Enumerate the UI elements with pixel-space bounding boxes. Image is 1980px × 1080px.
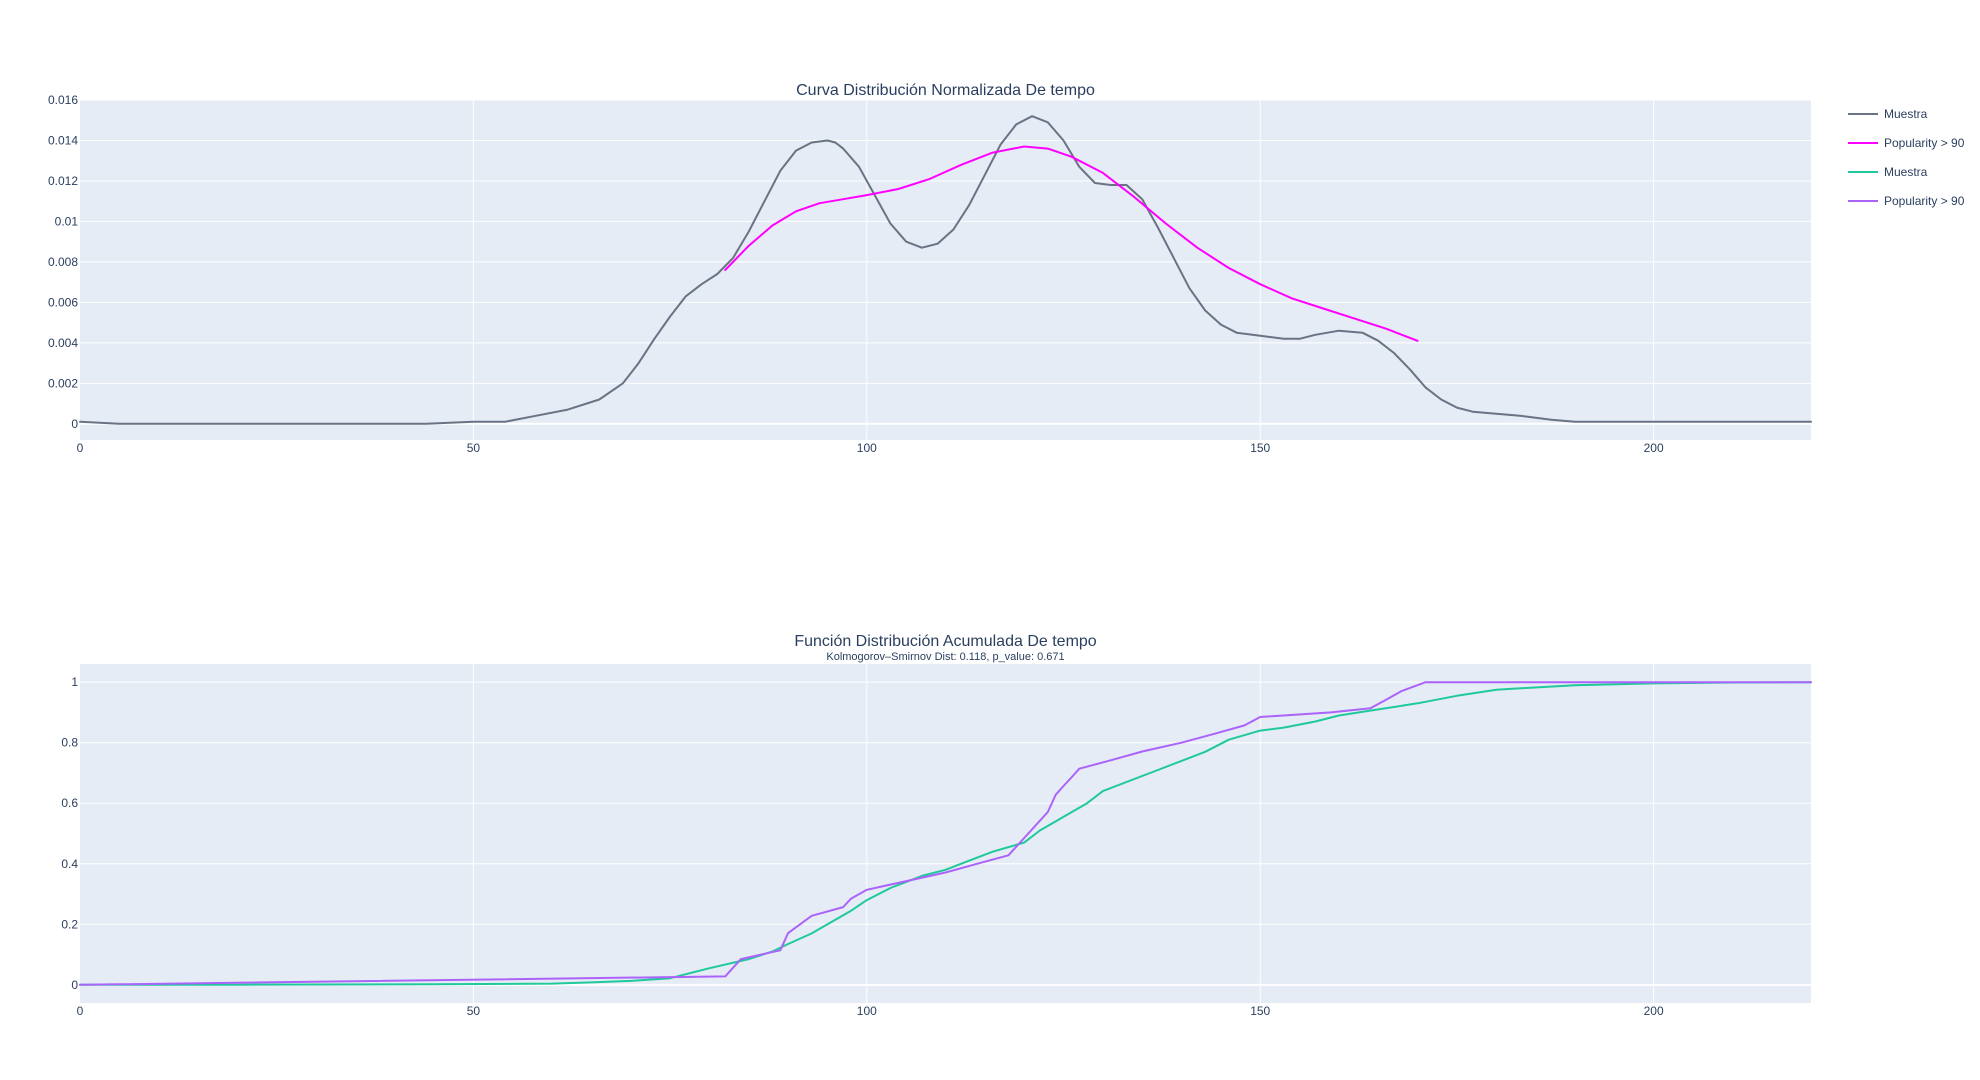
- y-tick-label: 0.6: [61, 796, 78, 810]
- y-tick-label: 1: [71, 675, 78, 689]
- x-tick-label: 0: [77, 441, 84, 455]
- x-tick-label: 150: [1250, 441, 1270, 455]
- x-tick-label: 50: [467, 1004, 481, 1018]
- legend-item[interactable]: Popularity > 90: [1848, 136, 1965, 150]
- y-tick-label: 0.002: [48, 376, 78, 390]
- legend-label: Popularity > 90: [1884, 136, 1965, 150]
- y-tick-label: 0.012: [48, 174, 78, 188]
- series-line[interactable]: [79, 115, 1812, 425]
- y-tick-label: 0.014: [48, 133, 78, 147]
- x-tick-label: 100: [857, 441, 877, 455]
- y-tick-label: 0.016: [48, 93, 78, 107]
- legend-label: Popularity > 90: [1884, 194, 1965, 208]
- plot-background: [80, 664, 1811, 1003]
- y-tick-label: 0: [71, 417, 78, 431]
- y-tick-label: 0.2: [61, 917, 78, 931]
- legend-label: Muestra: [1884, 165, 1928, 179]
- chart-title: Curva Distribución Normalizada De tempo: [796, 82, 1095, 99]
- y-tick-label: 0.8: [61, 736, 78, 750]
- chart-subtitle: Kolmogorov–Smirnov Dist: 0.118, p_value:…: [826, 651, 1064, 663]
- y-tick-label: 0.01: [55, 214, 79, 228]
- legend-label: Muestra: [1884, 107, 1928, 121]
- x-tick-label: 50: [467, 441, 481, 455]
- x-tick-label: 100: [857, 1004, 877, 1018]
- legend[interactable]: Muestra Popularity > 90 Muestra Popularity …: [1848, 107, 1965, 208]
- series-line[interactable]: [79, 681, 1812, 986]
- y-tick-label: 0.008: [48, 255, 78, 269]
- y-tick-label: 0.004: [48, 336, 78, 350]
- x-tick-label: 150: [1250, 1004, 1270, 1018]
- y-tick-label: 0: [71, 978, 78, 992]
- legend-item[interactable]: Muestra: [1848, 107, 1928, 121]
- legend-item[interactable]: Muestra: [1848, 165, 1928, 179]
- x-tick-label: 200: [1644, 441, 1664, 455]
- x-tick-label: 0: [77, 1004, 84, 1018]
- legend-item[interactable]: Popularity > 90: [1848, 194, 1965, 208]
- chart-panel-2: 0 50 100 150 200 0 0.2 0.4 0.6 0.8 1 Función Distri…: [61, 633, 1812, 1018]
- series-line[interactable]: [79, 681, 1812, 986]
- chart-title: Función Distribución Acumulada De tempo: [794, 633, 1096, 650]
- plot-background: [80, 100, 1811, 440]
- y-tick-label: 0.006: [48, 295, 78, 309]
- series-line[interactable]: [724, 145, 1419, 342]
- x-tick-label: 200: [1644, 1004, 1664, 1018]
- y-tick-label: 0.4: [61, 857, 78, 871]
- chart-panel-1: 0 50 100 150 200 0 0.002 0.004 0.006 0.008 0.01 0.0…: [48, 82, 1812, 455]
